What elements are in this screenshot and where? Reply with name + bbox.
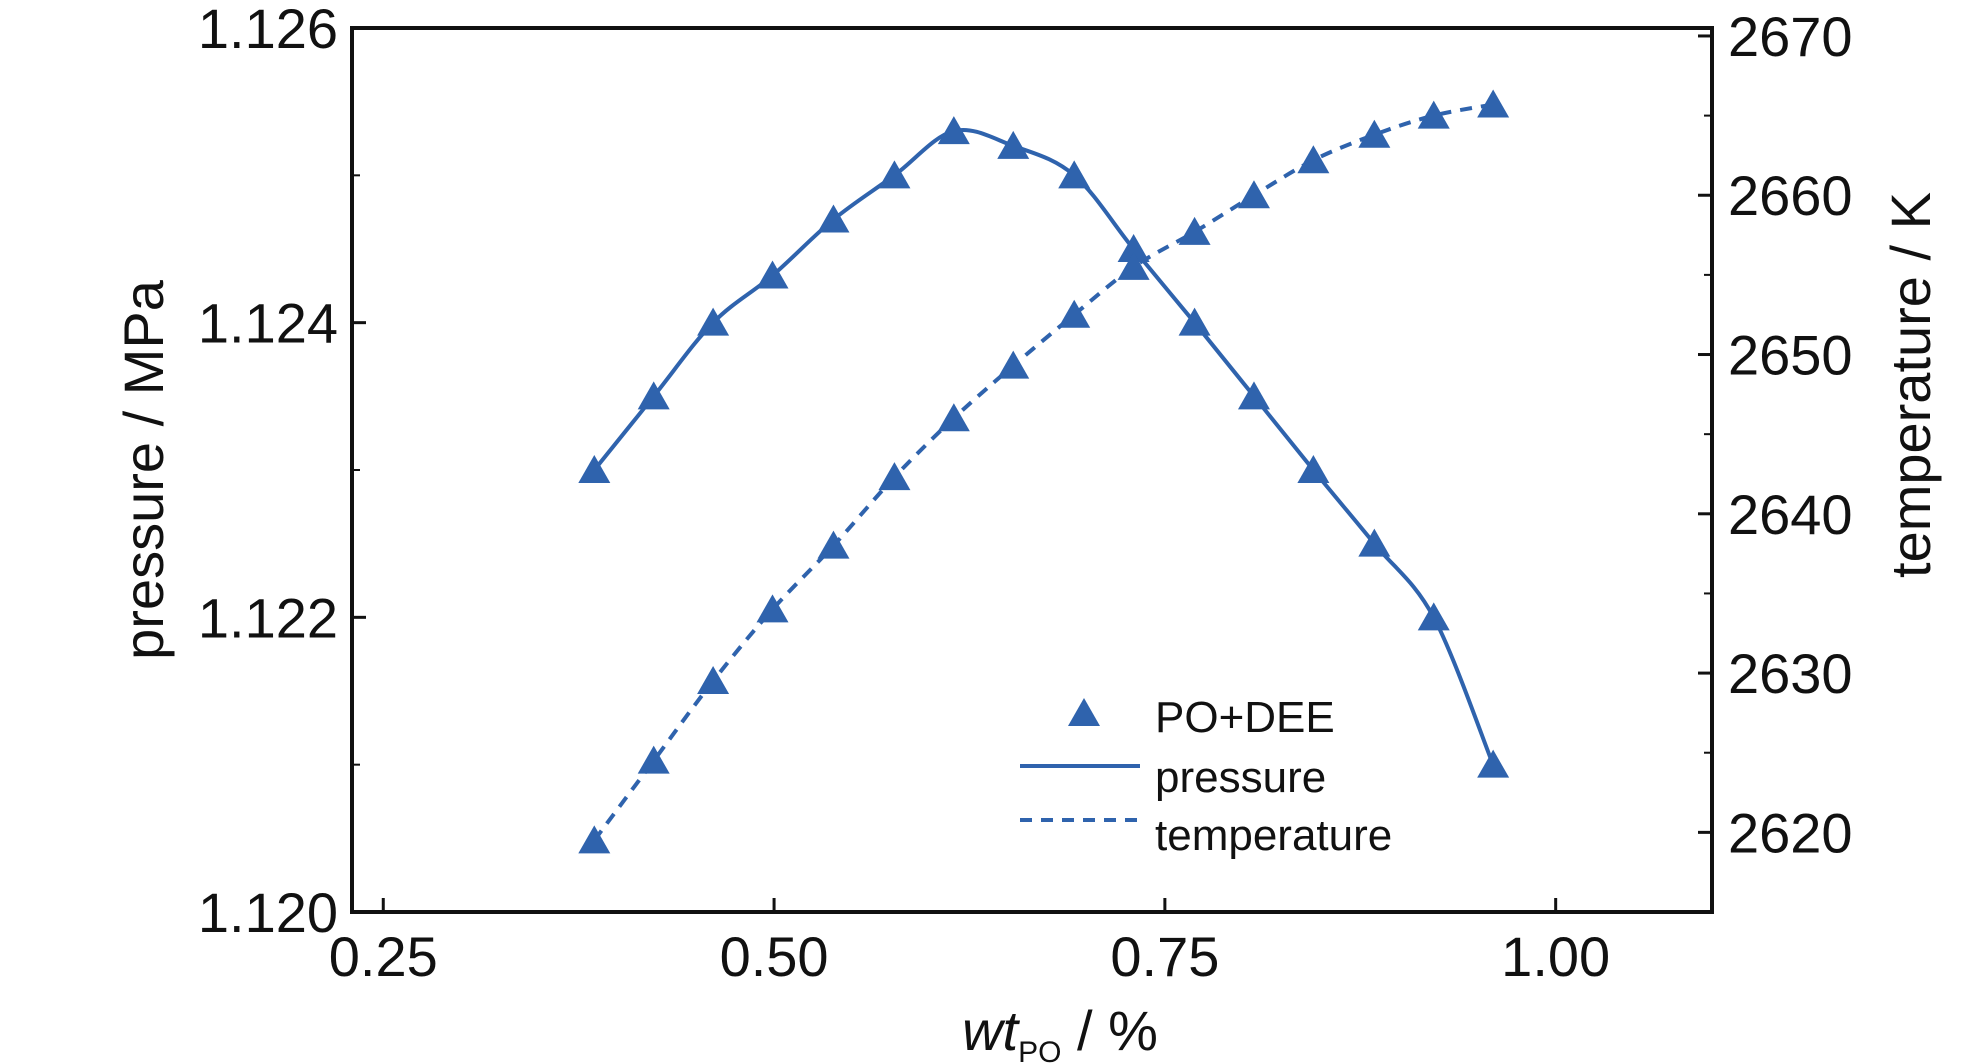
x-axis-title-rest: / % <box>1061 999 1157 1062</box>
left-tick-label: 1.126 <box>198 0 338 60</box>
bottom-tick-label: 0.50 <box>720 925 829 988</box>
series-line-temperature <box>592 102 1494 842</box>
right-tick-label: 2640 <box>1728 483 1853 546</box>
left-axis: 1.126 1.124 1.122 1.120 <box>198 0 366 944</box>
data-point-pressure <box>1178 307 1211 336</box>
data-point-temperature <box>1477 89 1510 118</box>
data-point-pressure <box>1117 234 1150 262</box>
right-tick-label: 2630 <box>1728 642 1853 705</box>
data-point-temperature <box>1237 180 1270 209</box>
legend-label-temperature: temperature <box>1155 811 1392 860</box>
data-point-pressure <box>1237 381 1270 410</box>
right-tick-label: 2670 <box>1728 5 1853 68</box>
data-point-temperature <box>1358 119 1391 148</box>
plot-frame <box>350 26 1714 914</box>
data-point-pressure <box>1058 160 1091 189</box>
data-point-pressure <box>756 260 789 289</box>
data-point-temperature <box>1417 100 1450 129</box>
data-point-temperature <box>817 530 850 559</box>
left-tick-label: 1.122 <box>198 586 338 649</box>
data-point-temperature <box>997 350 1030 379</box>
data-point-temperature <box>697 666 730 695</box>
data-point-pressure <box>1477 749 1510 778</box>
data-point-temperature <box>637 745 670 774</box>
data-point-temperature <box>1117 251 1150 280</box>
left-tick-label: 1.120 <box>198 881 338 944</box>
data-point-temperature <box>937 403 970 432</box>
bottom-tick-label: 0.25 <box>329 925 438 988</box>
right-axis-title: temperature / K <box>1879 192 1942 578</box>
legend-label-pressure: pressure <box>1155 753 1326 802</box>
legend-marker <box>1068 698 1100 726</box>
right-axis: 2670 2660 2650 2640 2630 2620 <box>1698 5 1853 913</box>
data-point-temperature <box>1058 299 1091 328</box>
series-line-pressure <box>592 128 1495 766</box>
data-point-temperature <box>1178 216 1211 245</box>
series-layer <box>592 102 1495 842</box>
right-tick-label: 2620 <box>1728 801 1853 864</box>
data-point-pressure <box>1358 528 1391 557</box>
legend: PO+DEE pressure temperature <box>1020 693 1392 860</box>
legend-label-markers: PO+DEE <box>1155 693 1335 742</box>
bottom-tick-label: 1.00 <box>1501 925 1610 988</box>
data-point-pressure <box>697 307 730 336</box>
data-point-pressure <box>997 130 1030 159</box>
left-axis-title: pressure / MPa <box>112 279 175 660</box>
data-point-pressure <box>578 455 611 483</box>
right-tick-label: 2650 <box>1728 324 1853 387</box>
data-point-pressure <box>937 116 970 145</box>
data-point-pressure <box>817 204 850 233</box>
right-tick-label: 2660 <box>1728 164 1853 227</box>
x-axis-title-sub: PO <box>1018 1036 1061 1063</box>
data-point-temperature <box>878 462 911 491</box>
data-point-pressure <box>878 160 911 189</box>
left-tick-label: 1.124 <box>198 292 338 355</box>
x-axis-title: wtPO / % <box>962 999 1158 1063</box>
data-point-pressure <box>637 381 670 410</box>
bottom-axis: 0.25 0.50 0.75 1.00 <box>329 898 1610 988</box>
data-point-temperature <box>1297 145 1330 174</box>
data-point-temperature <box>578 825 611 854</box>
bottom-tick-label: 0.75 <box>1110 925 1219 988</box>
data-point-temperature <box>756 594 789 623</box>
x-axis-title-main: wt <box>962 999 1020 1062</box>
marker-layer <box>578 89 1510 854</box>
data-point-pressure <box>1417 602 1450 631</box>
data-point-pressure <box>1297 455 1330 483</box>
